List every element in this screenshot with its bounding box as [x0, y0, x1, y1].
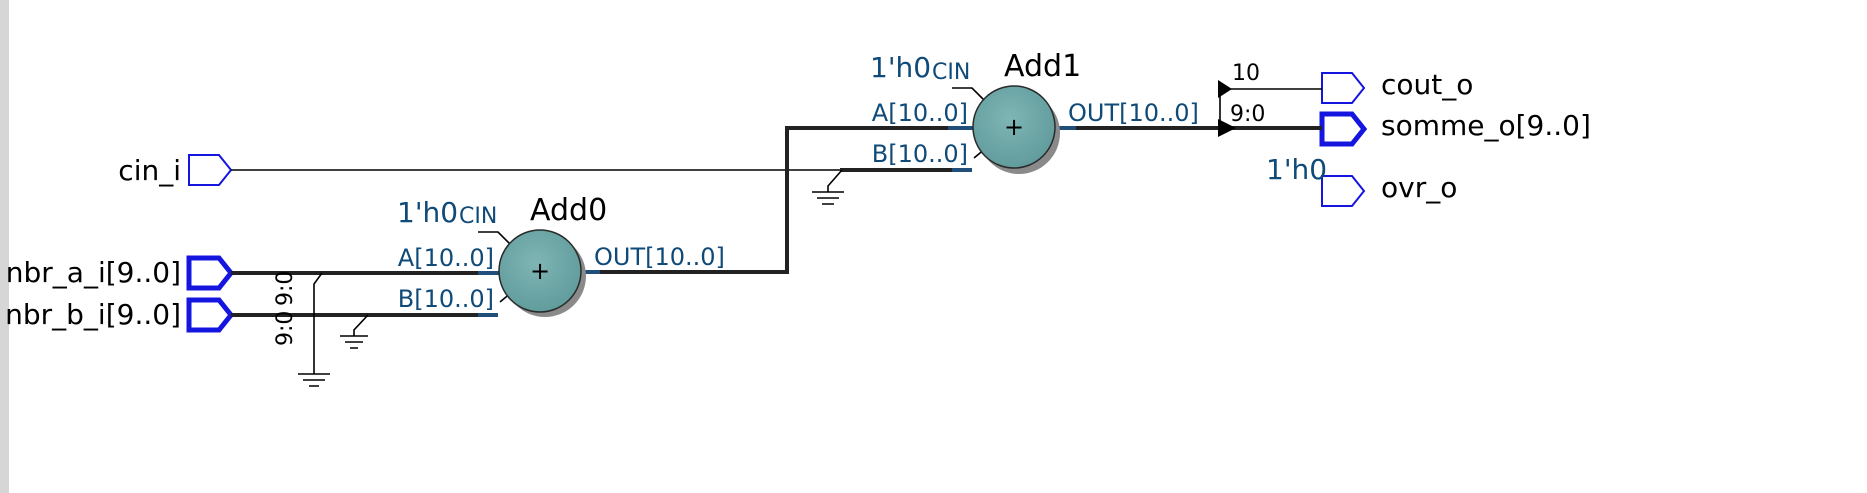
nbr-a-i-label: nbr_a_i[9..0]: [6, 256, 181, 289]
nbr-a-i-port[interactable]: nbr_a_i[9..0]: [6, 255, 235, 291]
add0-b-label: B[10..0]: [398, 285, 494, 313]
b-slice-label: 9:0: [273, 311, 298, 346]
add0-cin-label: CIN: [459, 204, 497, 229]
cin-i-port-symbol[interactable]: [188, 154, 233, 186]
ovr-o-port[interactable]: ovr_o 1'h0: [1266, 153, 1457, 207]
left-edge-bar: [0, 0, 9, 493]
add1-out-label: OUT[10..0]: [1068, 99, 1199, 127]
b-msb-ground-wire: [353, 314, 369, 336]
ovr-o-port-symbol[interactable]: [1321, 175, 1366, 207]
bus-ripper-arrow-icon: [1218, 119, 1236, 137]
add0-out-label: OUT[10..0]: [594, 243, 725, 271]
nbr-b-i-port[interactable]: nbr_b_i[9..0]: [5, 297, 235, 333]
a-msb-ground-wire: [313, 272, 323, 374]
somme-slice-label: 9:0: [1230, 102, 1265, 127]
cin-i-port[interactable]: cin_i: [118, 154, 233, 187]
ground-icon: [340, 335, 368, 349]
cout-o-port[interactable]: cout_o: [1321, 68, 1473, 104]
ground-icon: [298, 373, 330, 387]
add0-block[interactable]: + Add0 1'h0 CIN A[10..0] B[10..0] OUT[10…: [397, 193, 725, 317]
add1-b-ground-wire: [827, 169, 843, 192]
nbr-b-i-label: nbr_b_i[9..0]: [5, 298, 181, 331]
add1-a-label: A[10..0]: [872, 99, 968, 127]
add0-title: Add0: [530, 193, 607, 228]
ovr-o-label: ovr_o: [1381, 171, 1457, 204]
add1-cin-label: CIN: [932, 60, 970, 85]
add1-plus-icon: +: [1004, 113, 1024, 141]
cout-o-label: cout_o: [1381, 68, 1473, 101]
somme-o-port-symbol[interactable]: [1319, 111, 1368, 147]
add1-block[interactable]: + Add1 1'h0 CIN A[10..0] B[10..0] OUT[10…: [870, 49, 1199, 174]
add0-a-label: A[10..0]: [398, 244, 494, 272]
add1-circle[interactable]: [972, 85, 1056, 169]
nbr-b-i-port-symbol[interactable]: [186, 297, 235, 333]
add1-title: Add1: [1004, 49, 1081, 84]
ground-icon: [812, 191, 844, 205]
cin-i-label: cin_i: [118, 154, 181, 187]
bus-ripper-arrow-icon: [1218, 80, 1232, 98]
cout-o-port-symbol[interactable]: [1321, 72, 1366, 104]
add1-b-label: B[10..0]: [872, 140, 968, 168]
somme-o-port[interactable]: somme_o[9..0]: [1319, 109, 1591, 147]
cout-bit-label: 10: [1232, 61, 1260, 86]
add0-cin-const: 1'h0: [397, 196, 458, 229]
add1-cin-const: 1'h0: [870, 51, 931, 84]
add0-circle[interactable]: [498, 229, 582, 313]
nbr-a-i-port-symbol[interactable]: [186, 255, 235, 291]
add0-cin-pin: [478, 231, 513, 247]
add0-plus-icon: +: [530, 257, 550, 285]
add1-cin-pin: [952, 87, 987, 103]
ovr-const-label: 1'h0: [1266, 153, 1327, 186]
a-slice-label: 9:0: [273, 271, 298, 306]
add0-to-add1-bus[interactable]: [580, 126, 968, 274]
somme-o-label: somme_o[9..0]: [1381, 109, 1591, 142]
